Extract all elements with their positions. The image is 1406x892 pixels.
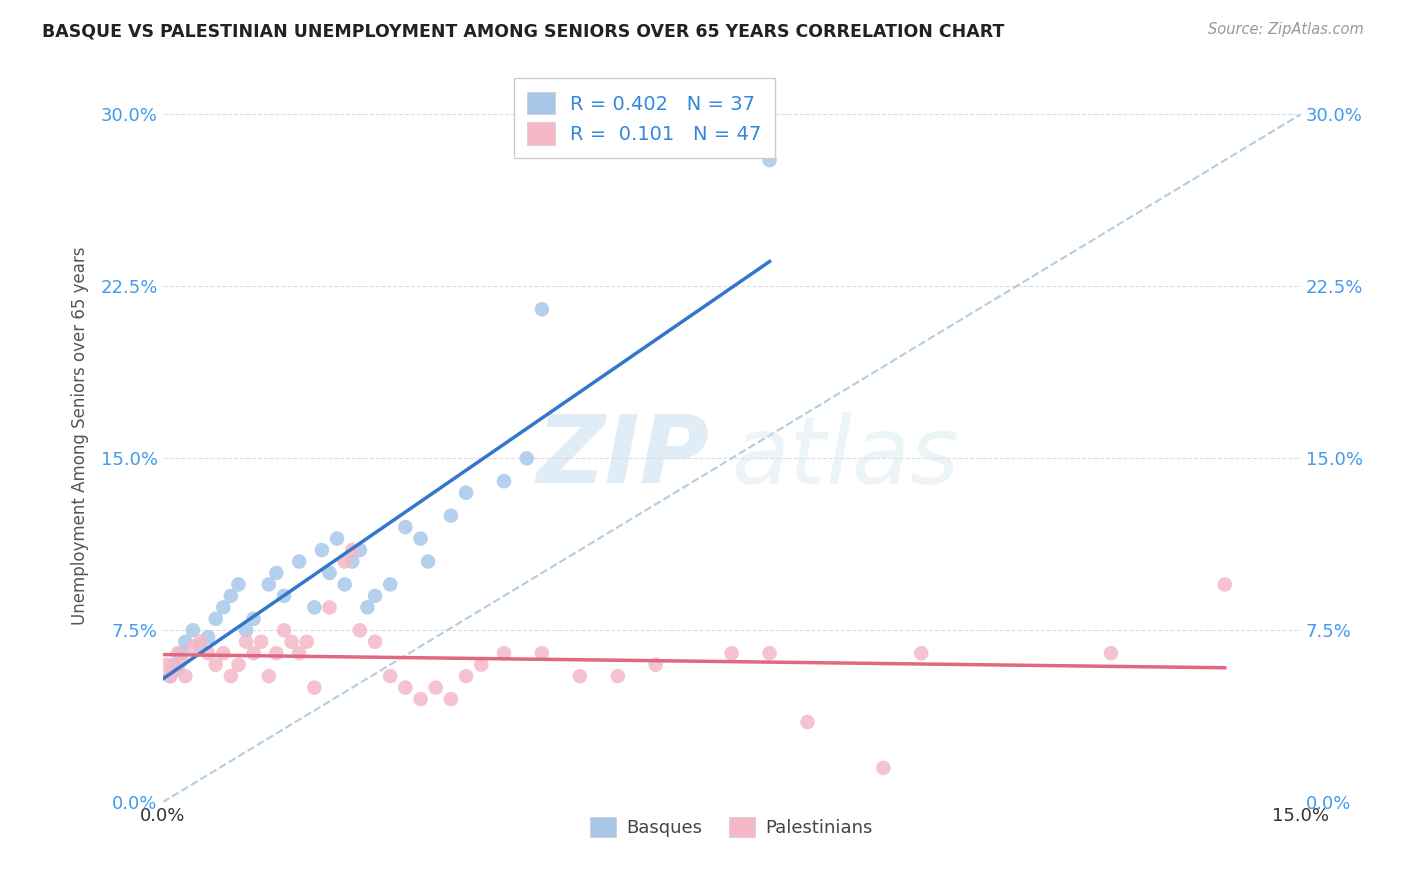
Point [364,589,387,603]
Point [197,630,219,644]
Point [454,485,477,500]
Point [409,532,432,546]
Point [159,669,181,683]
Point [333,577,356,591]
Point [606,669,628,683]
Point [266,646,288,660]
Point [163,657,186,672]
Point [155,657,177,672]
Legend: Basques, Palestinians: Basques, Palestinians [583,809,880,845]
Point [304,600,326,615]
Point [349,543,371,558]
Point [181,640,204,654]
Point [568,669,591,683]
Point [796,714,818,729]
Point [288,646,311,660]
Point [295,634,318,648]
Text: BASQUE VS PALESTINIAN UNEMPLOYMENT AMONG SENIORS OVER 65 YEARS CORRELATION CHART: BASQUE VS PALESTINIAN UNEMPLOYMENT AMONG… [42,22,1004,40]
Point [394,681,416,695]
Y-axis label: Unemployment Among Seniors over 65 years: Unemployment Among Seniors over 65 years [72,246,89,624]
Text: ZIP: ZIP [536,411,709,503]
Point [440,692,463,706]
Point [409,692,432,706]
Point [440,508,463,523]
Point [418,554,440,568]
Point [304,681,326,695]
Point [758,153,780,168]
Point [356,600,378,615]
Point [190,640,212,654]
Point [242,646,264,660]
Point [1213,577,1236,591]
Point [910,646,932,660]
Point [228,657,250,672]
Point [174,669,197,683]
Point [170,653,193,667]
Point [530,302,553,317]
Point [872,761,894,775]
Point [364,634,387,648]
Point [318,600,340,615]
Point [380,577,402,591]
Point [174,634,197,648]
Point [470,657,492,672]
Point [280,634,302,648]
Point [326,532,349,546]
Point [197,646,219,660]
Point [349,624,371,638]
Point [204,657,226,672]
Point [163,662,186,676]
Point [1099,646,1122,660]
Point [181,624,204,638]
Point [250,634,273,648]
Point [190,634,212,648]
Point [212,600,235,615]
Point [242,612,264,626]
Point [235,634,257,648]
Point [212,646,235,660]
Text: atlas: atlas [731,412,960,503]
Point [425,681,447,695]
Point [204,612,226,626]
Point [530,646,553,660]
Point [273,624,295,638]
Point [758,646,780,660]
Point [644,657,666,672]
Point [257,669,280,683]
Point [159,669,181,683]
Point [394,520,416,534]
Point [318,566,340,580]
Point [311,543,333,558]
Point [219,669,242,683]
Point [219,589,242,603]
Point [266,566,288,580]
Point [342,543,364,558]
Text: Source: ZipAtlas.com: Source: ZipAtlas.com [1208,22,1364,37]
Point [170,646,193,660]
Point [454,669,477,683]
Point [166,662,188,676]
Point [492,475,515,489]
Point [516,451,538,466]
Point [166,646,188,660]
Point [288,554,311,568]
Point [492,646,515,660]
Point [380,669,402,683]
Point [720,646,742,660]
Point [342,554,364,568]
Point [333,554,356,568]
Point [273,589,295,603]
Point [228,577,250,591]
Point [257,577,280,591]
Point [235,624,257,638]
